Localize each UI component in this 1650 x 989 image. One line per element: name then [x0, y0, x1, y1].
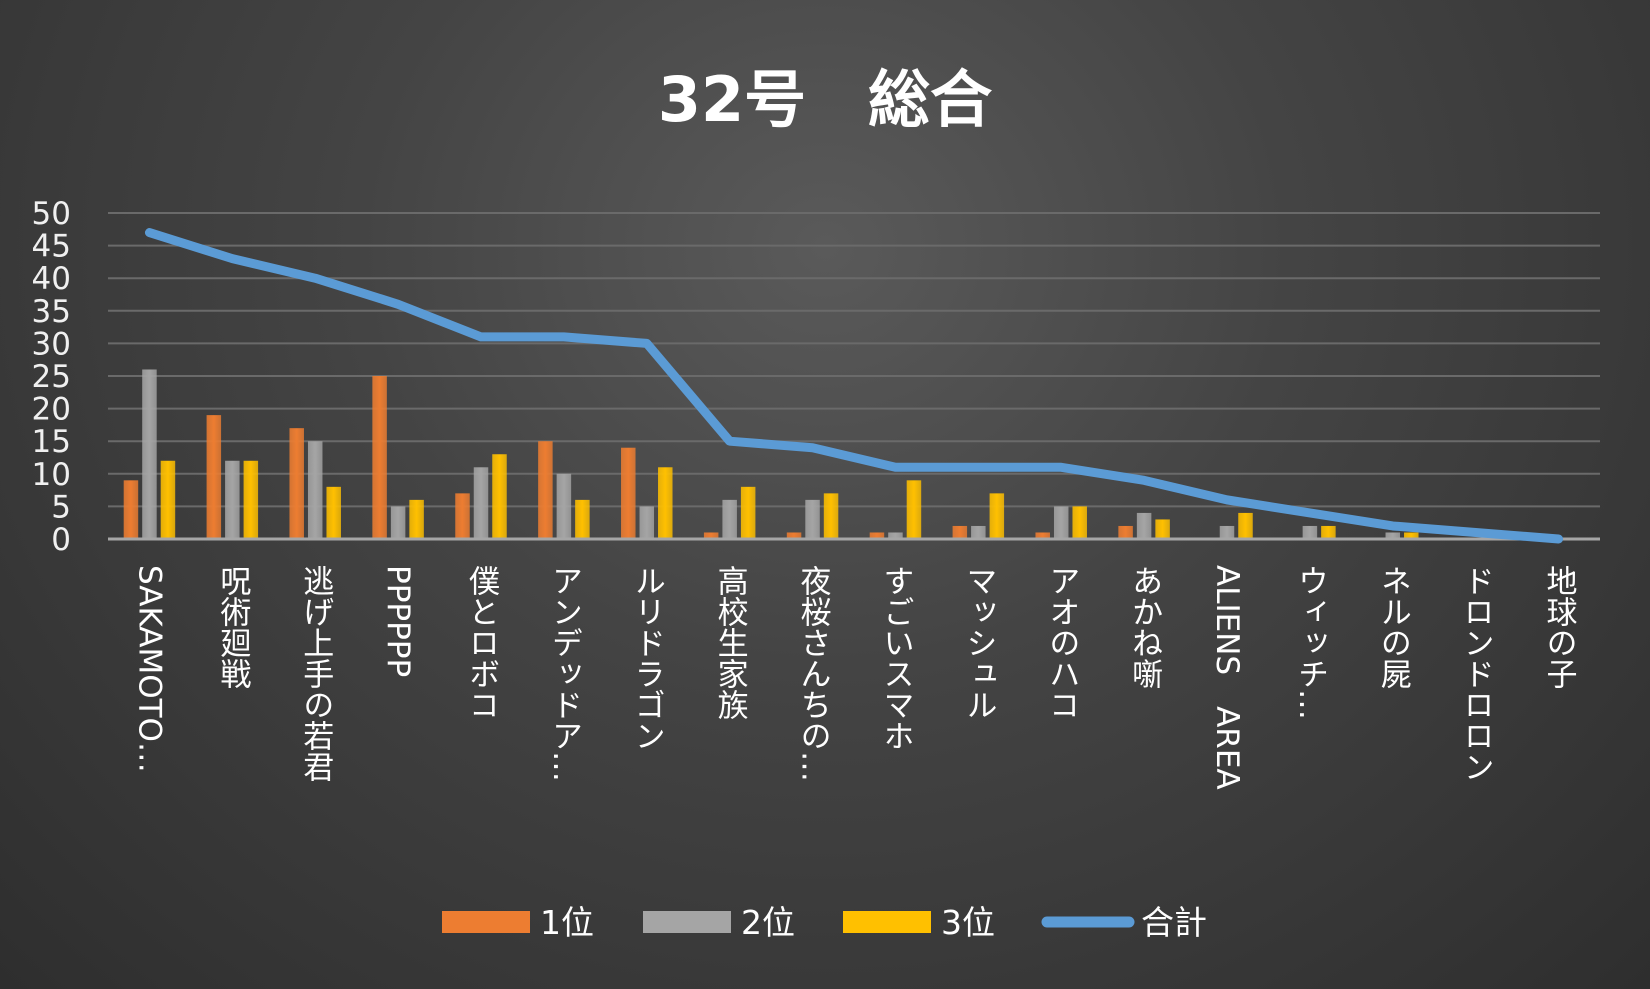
- bar-1位: [289, 428, 304, 539]
- y-tick-label: 10: [32, 457, 71, 493]
- x-tick-label: 地球の子: [1541, 565, 1577, 689]
- bar-1位: [123, 480, 139, 539]
- bar-3位: [326, 486, 341, 539]
- legend-swatch: [643, 911, 731, 933]
- bar-2位: [1053, 506, 1069, 539]
- bar-2位: [805, 499, 820, 539]
- x-tick-label: マッシュル: [960, 565, 996, 720]
- x-axis-ticks: SAKAMOTO… 呪術廻戦 逃げ上手の若君 PPPPPP 僕とロボコ アンデッドア… ルリ…: [131, 565, 1576, 790]
- bar-3位: [1155, 519, 1170, 539]
- bar-1位: [621, 447, 636, 539]
- bar-1位: [372, 376, 387, 539]
- y-tick-label: 25: [32, 359, 71, 395]
- bar-3位: [575, 499, 590, 539]
- legend-label: 3位: [941, 903, 995, 942]
- bar-3位: [1321, 525, 1336, 539]
- bar-2位: [971, 525, 986, 539]
- bar-2位: [142, 369, 157, 539]
- legend-label: 合計: [1141, 903, 1207, 942]
- bar-2位: [390, 506, 406, 539]
- gridlines: [108, 212, 1600, 508]
- legend-swatch: [843, 911, 931, 933]
- x-tick-label: SAKAMOTO…: [131, 565, 167, 773]
- x-tick-label: PPPPPP: [380, 565, 416, 677]
- bar-3位: [492, 454, 507, 539]
- y-tick-label: 30: [32, 326, 71, 362]
- bar-2位: [307, 441, 323, 539]
- bar-2位: [1219, 525, 1235, 539]
- bar-2位: [225, 460, 240, 539]
- legend: 1位 2位 3位 合計: [442, 903, 1207, 942]
- bar-1位: [538, 441, 553, 539]
- x-tick-label: 高校生家族: [712, 565, 749, 720]
- bar-3位: [989, 493, 1005, 539]
- bar-1位: [786, 532, 802, 539]
- legend-label: 2位: [741, 903, 795, 942]
- bar-1位: [1035, 532, 1050, 539]
- x-tick-label: 逃げ上手の若君: [297, 565, 334, 782]
- x-tick-label: 僕とロボコ: [463, 565, 500, 720]
- bar-2位: [473, 467, 489, 539]
- x-tick-label: 夜桜さんちの…: [795, 565, 832, 782]
- x-tick-label: 呪術廻戦: [214, 565, 251, 689]
- x-tick-label: あかね噺: [1126, 565, 1162, 689]
- x-tick-label: ALIENS AREA: [1209, 565, 1245, 790]
- y-tick-label: 0: [51, 522, 71, 558]
- y-tick-label: 20: [32, 392, 71, 428]
- x-tick-label: アオのハコ: [1043, 565, 1079, 720]
- x-tick-label: ルリドラゴン: [629, 565, 665, 751]
- bar-3位: [243, 460, 259, 539]
- legend-label: 1位: [540, 903, 594, 942]
- bar-2位: [722, 499, 737, 539]
- bar-2位: [1302, 525, 1318, 539]
- x-tick-label: すごいスマホ: [877, 565, 913, 751]
- bar-2位: [639, 506, 655, 539]
- bar-2位: [1136, 512, 1152, 539]
- bar-1位: [703, 532, 719, 539]
- bar-1位: [455, 493, 470, 539]
- x-tick-label: ドロンドロロン: [1458, 565, 1494, 782]
- bar-3位: [658, 467, 673, 539]
- line-series: [144, 228, 1564, 544]
- y-tick-label: 50: [32, 196, 71, 232]
- x-tick-label: ネルの屍: [1375, 565, 1411, 689]
- bar-3位: [740, 486, 756, 539]
- bar-3位: [409, 499, 424, 539]
- y-tick-label: 15: [32, 424, 71, 460]
- bar-3位: [823, 493, 839, 539]
- bar-1位: [869, 532, 885, 539]
- bar-1位: [952, 525, 968, 539]
- bar-2位: [556, 473, 572, 539]
- bar-3位: [1238, 512, 1253, 539]
- x-tick-label: ウィッチ…: [1292, 565, 1328, 720]
- chart-title: 32号 総合: [658, 63, 992, 136]
- bar-3位: [906, 480, 922, 539]
- y-tick-label: 45: [32, 229, 71, 265]
- y-tick-label: 35: [32, 294, 71, 330]
- bar-2位: [1385, 532, 1401, 539]
- legend-swatch: [442, 911, 530, 933]
- bar-2位: [888, 532, 903, 539]
- y-tick-label: 5: [51, 489, 71, 525]
- bar-series: [123, 369, 1419, 539]
- bar-1位: [206, 415, 222, 539]
- x-tick-label: アンデッドア…: [546, 565, 582, 782]
- y-tick-label: 40: [32, 261, 71, 297]
- bar-1位: [1118, 525, 1133, 539]
- line-合計: [144, 228, 1564, 544]
- bar-3位: [1404, 532, 1419, 539]
- bar-3位: [160, 460, 176, 539]
- bar-3位: [1072, 506, 1087, 539]
